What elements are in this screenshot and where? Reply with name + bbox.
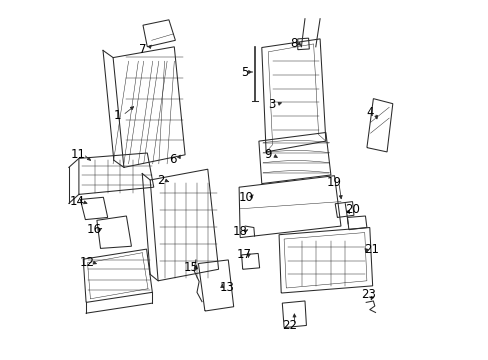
Text: 15: 15 (183, 261, 198, 274)
Text: 16: 16 (86, 223, 102, 236)
Text: 20: 20 (345, 203, 359, 216)
Text: 4: 4 (366, 106, 373, 119)
Text: 9: 9 (263, 148, 271, 161)
Text: 12: 12 (79, 256, 94, 269)
Text: 8: 8 (290, 37, 297, 50)
Text: 3: 3 (267, 98, 275, 111)
Text: 5: 5 (240, 66, 248, 78)
Text: 11: 11 (71, 148, 85, 161)
Text: 19: 19 (325, 176, 341, 189)
Text: 1: 1 (114, 109, 122, 122)
Text: 10: 10 (238, 191, 253, 204)
Text: 23: 23 (360, 288, 375, 301)
Text: 18: 18 (232, 225, 247, 238)
Text: 7: 7 (138, 43, 146, 56)
Text: 21: 21 (363, 243, 378, 256)
Text: 14: 14 (69, 195, 84, 208)
Text: 13: 13 (219, 281, 234, 294)
Text: 17: 17 (236, 248, 251, 261)
Text: 6: 6 (169, 153, 177, 166)
Text: 2: 2 (157, 174, 164, 187)
Text: 22: 22 (282, 319, 297, 332)
